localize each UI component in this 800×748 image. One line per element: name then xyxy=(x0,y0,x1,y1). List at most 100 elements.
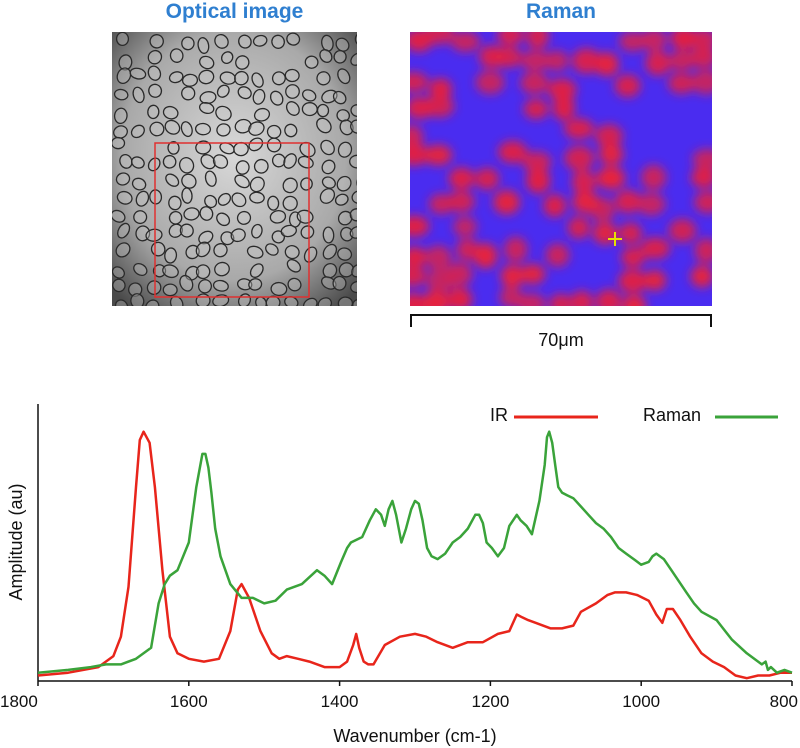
raman-cell-blob xyxy=(670,32,697,50)
blood-cell xyxy=(249,191,265,204)
x-axis-title: Wavenumber (cm-1) xyxy=(333,726,496,746)
blood-cell xyxy=(248,137,264,152)
blood-cell xyxy=(319,49,333,63)
blood-cell xyxy=(169,48,184,63)
blood-cell xyxy=(267,195,280,211)
raman-cell-blob xyxy=(446,287,473,306)
raman-cell-blob xyxy=(567,216,590,239)
raman-cell-blob xyxy=(564,118,594,139)
blood-cell xyxy=(149,34,164,49)
blood-cell xyxy=(162,105,179,120)
raman-cell-blob xyxy=(543,194,566,218)
raman-cell-blob xyxy=(641,32,667,52)
blood-cell xyxy=(178,157,195,174)
blood-cell xyxy=(235,55,250,70)
scale-bar xyxy=(410,314,712,327)
raman-cell-blob xyxy=(669,50,695,71)
raman-cell-blob xyxy=(475,70,505,95)
legend-ir-label: IR xyxy=(490,405,508,425)
blood-cell xyxy=(332,275,347,291)
blood-cell xyxy=(152,264,167,278)
blood-cell xyxy=(162,283,178,297)
blood-cell xyxy=(322,243,338,260)
raman-cell-blob xyxy=(547,78,577,101)
blood-cell xyxy=(168,195,182,211)
blood-cell xyxy=(204,194,218,209)
blood-cell xyxy=(234,70,249,86)
blood-cell xyxy=(168,223,183,238)
blood-cell xyxy=(204,170,217,187)
blood-cell xyxy=(194,122,212,136)
blood-cell xyxy=(234,174,250,189)
blood-cell xyxy=(195,140,212,155)
raman-cell-blob xyxy=(410,124,424,150)
raman-cell-blob xyxy=(545,50,569,72)
blood-cell xyxy=(304,55,319,69)
blood-cell xyxy=(148,83,163,98)
raman-cell-blob xyxy=(619,32,647,52)
blood-cell xyxy=(220,51,234,65)
blood-cell xyxy=(198,69,215,85)
raman-map-image xyxy=(410,32,712,306)
raman-cell-blob xyxy=(453,216,477,237)
raman-cell-blob xyxy=(636,192,666,216)
raman-cell-blob xyxy=(425,32,455,45)
blood-cell xyxy=(303,246,318,263)
raman-cell-blob xyxy=(425,95,455,118)
blood-cell xyxy=(284,245,300,260)
blood-cell xyxy=(115,172,131,186)
blood-cell xyxy=(200,154,216,170)
raman-series-line xyxy=(37,430,793,674)
blood-cell xyxy=(282,195,298,212)
raman-cell-blob xyxy=(640,237,670,260)
raman-cell-blob xyxy=(446,262,473,287)
x-tick-label: 1200 xyxy=(471,692,509,711)
blood-cell xyxy=(130,156,145,169)
blood-cell xyxy=(251,72,264,88)
raman-cell-blob xyxy=(689,47,712,68)
raman-cell-blob xyxy=(520,50,550,71)
blood-cell xyxy=(337,210,353,226)
blood-cell xyxy=(287,277,302,292)
blood-cell xyxy=(337,68,351,85)
raman-cell-blob xyxy=(643,270,666,291)
raman-cell-blob xyxy=(589,197,616,223)
raman-cell-blob xyxy=(410,265,427,287)
raman-cell-blob xyxy=(691,166,712,189)
blood-cell xyxy=(253,107,271,122)
blood-cell xyxy=(179,274,194,292)
blood-cell xyxy=(350,52,357,66)
blood-cell xyxy=(167,141,180,155)
x-tick-label: 1600 xyxy=(170,692,208,711)
blood-cell xyxy=(349,226,357,239)
blood-cell xyxy=(181,187,193,204)
raman-cell-blob xyxy=(499,286,523,306)
blood-cell xyxy=(131,177,147,191)
blood-cell xyxy=(316,103,330,118)
blood-cell xyxy=(236,210,252,225)
x-tick-label: 1800 xyxy=(0,692,38,711)
blood-cell xyxy=(183,207,200,221)
raman-cell-blob xyxy=(641,164,666,191)
blood-cell xyxy=(164,119,181,135)
blood-cell xyxy=(337,296,354,306)
raman-cell-blob xyxy=(493,46,522,68)
blood-cell xyxy=(321,89,338,104)
raman-cell-blob xyxy=(425,245,452,271)
blood-cell xyxy=(236,278,253,291)
blood-cell xyxy=(133,210,148,225)
raman-cell-blob xyxy=(410,215,430,237)
raman-cell-blob xyxy=(615,189,641,214)
raman-cell-blob xyxy=(522,151,552,173)
raman-cell-blob xyxy=(692,149,712,170)
blood-cell xyxy=(282,177,298,194)
blood-cell xyxy=(286,258,302,273)
blood-cell xyxy=(280,224,297,238)
blood-cell xyxy=(149,121,165,137)
raman-cell-blob xyxy=(475,167,500,190)
blood-cell xyxy=(246,245,264,259)
raman-cell-blob xyxy=(520,71,549,95)
blood-cell xyxy=(249,176,265,193)
blood-cell xyxy=(115,242,131,258)
raman-cell-blob xyxy=(549,293,572,306)
